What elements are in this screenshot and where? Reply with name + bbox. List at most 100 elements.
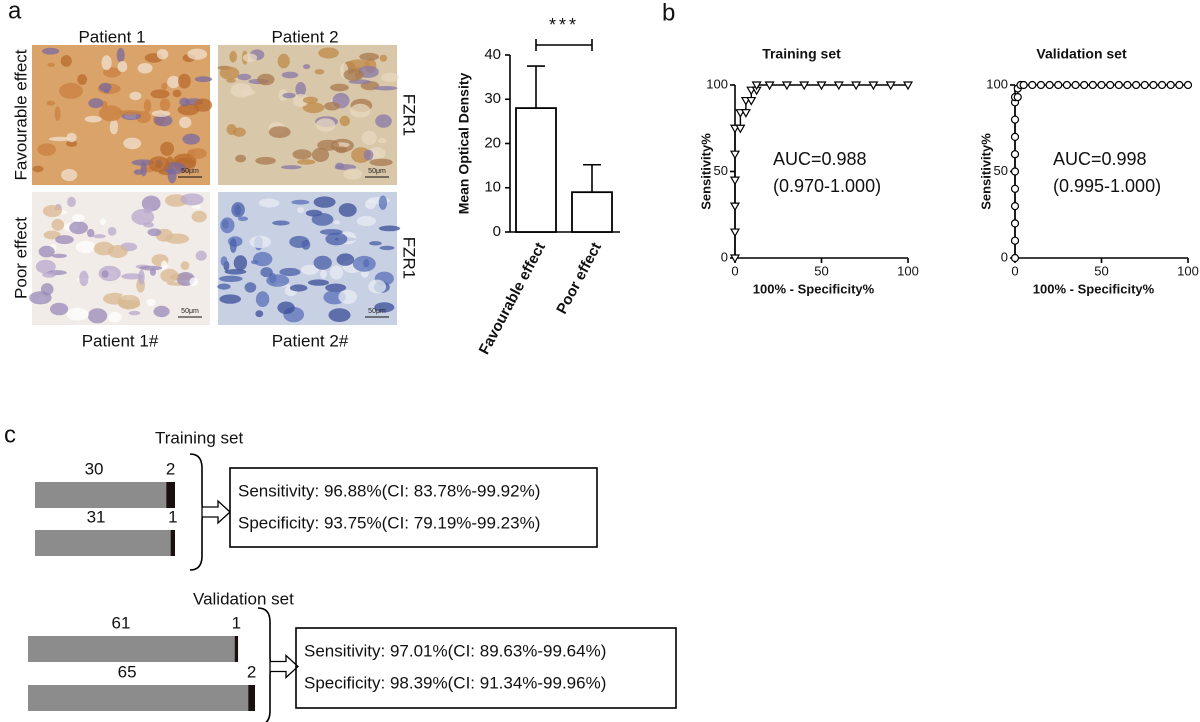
- cell: [336, 253, 355, 266]
- auc-annotation: AUC=0.998: [1053, 149, 1147, 169]
- cell: [302, 96, 318, 104]
- x-tick-label: 50: [1094, 263, 1108, 278]
- point: [729, 254, 741, 264]
- auc-annotation: (0.970-1.000): [773, 176, 881, 196]
- cell: [138, 269, 145, 285]
- cell: [117, 294, 141, 310]
- cell: [43, 230, 61, 240]
- value-label: 1: [232, 613, 241, 632]
- cell: [72, 214, 85, 222]
- cell: [167, 75, 181, 89]
- cell: [237, 73, 252, 81]
- result-text: Specificity: 98.39%(CI: 91.34%-99.96%): [304, 673, 606, 692]
- cell: [339, 115, 350, 127]
- cell: [295, 82, 307, 97]
- cell: [99, 218, 106, 225]
- cell: [368, 279, 387, 294]
- auc-annotation: (0.995-1.000): [1053, 176, 1161, 196]
- cell: [356, 215, 376, 227]
- cell: [79, 270, 89, 287]
- cell: [54, 106, 61, 122]
- point: [868, 81, 879, 91]
- cell: [361, 130, 377, 145]
- cell: [289, 284, 308, 292]
- cell: [123, 137, 142, 150]
- cell: [42, 47, 60, 55]
- point: [751, 81, 762, 91]
- cell: [277, 53, 290, 69]
- cell: [167, 168, 177, 184]
- scale-bar-label: 50μm: [181, 308, 199, 315]
- cell: [109, 119, 119, 135]
- cell: [313, 255, 332, 270]
- cell: [118, 110, 143, 115]
- cell: [363, 149, 374, 161]
- cell: [220, 256, 228, 266]
- point: [1175, 80, 1184, 90]
- cell: [146, 298, 156, 307]
- cell: [66, 132, 77, 143]
- cell: [179, 116, 192, 129]
- panel-label: a: [8, 0, 22, 24]
- scale-bar-label: 50μm: [181, 168, 199, 175]
- cell: [297, 159, 316, 165]
- value-label: 2: [247, 662, 256, 681]
- cell: [253, 251, 273, 267]
- cell: [47, 62, 56, 67]
- cell: [315, 118, 336, 132]
- cell: [329, 265, 344, 280]
- point: [1045, 80, 1054, 90]
- cell: [103, 89, 110, 94]
- value-label: 65: [118, 662, 137, 681]
- cell: [38, 245, 55, 258]
- point: [1106, 80, 1115, 90]
- cell: [255, 310, 264, 318]
- point: [1123, 80, 1132, 90]
- cell: [272, 220, 290, 226]
- cell: [191, 210, 207, 223]
- point: [729, 176, 741, 186]
- scale-bar-label: 50μm: [368, 308, 386, 315]
- cell: [219, 294, 241, 304]
- cell: [35, 259, 56, 274]
- cell: [147, 228, 162, 237]
- marker-label: FZR1: [400, 237, 419, 280]
- cell: [375, 114, 392, 128]
- cell: [46, 100, 56, 106]
- cell: [291, 199, 310, 205]
- cell: [328, 308, 351, 322]
- point: [833, 81, 844, 91]
- cell: [302, 102, 325, 114]
- y-axis-label: Sensitivity%: [978, 133, 993, 210]
- cell: [352, 255, 376, 272]
- chart-title: Training set: [762, 46, 841, 62]
- x-tick-label: Poor effect: [553, 240, 605, 317]
- x-tick-label: Favourable effect: [476, 240, 549, 358]
- cell: [379, 245, 395, 251]
- cell: [233, 255, 248, 271]
- x-tick-label: 100: [1177, 263, 1199, 278]
- result-box: [229, 467, 598, 548]
- cell: [37, 143, 56, 156]
- point: [1010, 184, 1020, 193]
- cell: [153, 305, 170, 318]
- scale-bar-label: 50μm: [368, 168, 386, 175]
- column-label: Patient 2#: [272, 331, 349, 350]
- cell: [160, 260, 168, 272]
- arrow: [269, 654, 299, 679]
- cell: [165, 233, 190, 244]
- cell: [107, 227, 117, 236]
- cell: [32, 165, 44, 173]
- cell: [99, 82, 112, 92]
- cell: [61, 168, 78, 182]
- cell: [121, 273, 144, 280]
- cell: [133, 169, 144, 175]
- panel-label: b: [662, 0, 675, 26]
- value-label: 31: [87, 507, 106, 526]
- cell: [237, 216, 249, 222]
- chart-title: Training set: [155, 428, 243, 447]
- point: [729, 202, 741, 212]
- cell: [350, 103, 371, 118]
- roc-curve: [734, 84, 908, 258]
- cell: [292, 149, 312, 160]
